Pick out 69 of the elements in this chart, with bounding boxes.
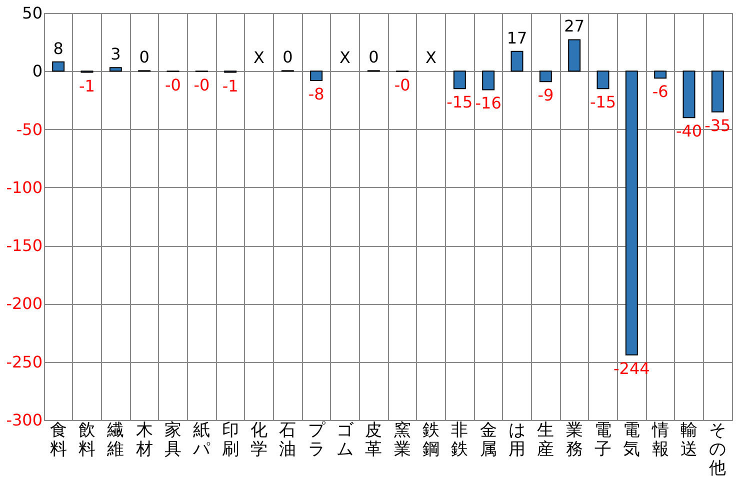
- x-tick-label: 電気: [623, 420, 640, 460]
- data-label: -16: [475, 94, 502, 113]
- x-tick-label: 紙パ: [192, 420, 212, 460]
- bar: [109, 67, 122, 72]
- x-tick-label: 非鉄: [451, 420, 468, 460]
- data-label: 3: [110, 44, 121, 64]
- bar: [711, 70, 724, 112]
- y-tick-label: -50: [16, 120, 42, 139]
- x-tick-label: は用: [508, 420, 526, 460]
- y-tick-label: -150: [6, 236, 42, 256]
- data-label: 27: [564, 16, 585, 36]
- bar: [482, 70, 495, 90]
- bar: [568, 39, 581, 72]
- data-label: -1: [79, 76, 95, 96]
- data-label: 0: [139, 48, 150, 67]
- data-label: 17: [506, 28, 528, 48]
- data-label: 8: [53, 38, 64, 58]
- x-tick-label: 情報: [650, 420, 669, 460]
- data-label: -35: [704, 116, 731, 135]
- bar: [52, 61, 65, 72]
- data-label: -6: [652, 82, 668, 102]
- bar: [510, 50, 524, 72]
- data-label: -15: [590, 92, 616, 112]
- text: X: [340, 48, 350, 68]
- x-tick-label: 家具: [164, 420, 182, 460]
- text: X: [254, 48, 264, 68]
- y-tick-label: -200: [6, 294, 42, 314]
- y-tick-label: -300: [6, 410, 42, 430]
- data-label: -0: [394, 75, 410, 94]
- x-tick-label: 窯業: [394, 420, 411, 460]
- x-tick-label: 業務: [566, 420, 583, 460]
- bar: [310, 70, 323, 81]
- data-label: -15: [446, 92, 473, 112]
- x-tick-label: 化学: [250, 420, 268, 460]
- x-tick-label: 皮革: [365, 420, 382, 460]
- bar: [682, 70, 696, 118]
- bar: [539, 70, 552, 82]
- data-label: -0: [194, 75, 210, 94]
- x-tick-label: 石油: [279, 420, 296, 460]
- x-tick-label: その他: [709, 420, 726, 478]
- y-tick-label: 50: [22, 4, 42, 22]
- data-label: -8: [308, 84, 324, 104]
- x-tick-label: プラ: [308, 420, 326, 460]
- bar: [596, 70, 610, 90]
- data-label: 0: [282, 48, 293, 67]
- x-tick-label: 印刷: [222, 420, 239, 460]
- x-tick-label: 食料: [50, 420, 67, 460]
- bar: [625, 70, 638, 356]
- x-tick-label: 繊維: [106, 420, 124, 460]
- data-label: -1: [222, 76, 238, 96]
- bar: [453, 70, 466, 90]
- x-tick-label: 電子: [594, 420, 612, 460]
- x-tick-label: 鉄鋼: [422, 420, 440, 460]
- data-label: -40: [676, 122, 702, 141]
- y-tick-label: 0: [32, 62, 42, 81]
- x-tick-label: ゴム: [336, 420, 354, 460]
- data-label: 0: [368, 48, 379, 67]
- y-tick-label: -250: [6, 352, 42, 372]
- data-label: -9: [538, 86, 554, 105]
- data-label: -244: [614, 358, 650, 378]
- x-tick-label: 輸送: [680, 420, 698, 460]
- bar: [654, 70, 667, 79]
- x-tick-label: 金属: [480, 420, 497, 460]
- x-tick-label: 生産: [537, 420, 554, 460]
- data-label: -0: [165, 75, 181, 94]
- y-tick-label: -100: [6, 178, 42, 197]
- text: X: [426, 48, 436, 68]
- x-tick-label: 木材: [134, 420, 153, 460]
- x-tick-label: 飲料: [78, 420, 96, 460]
